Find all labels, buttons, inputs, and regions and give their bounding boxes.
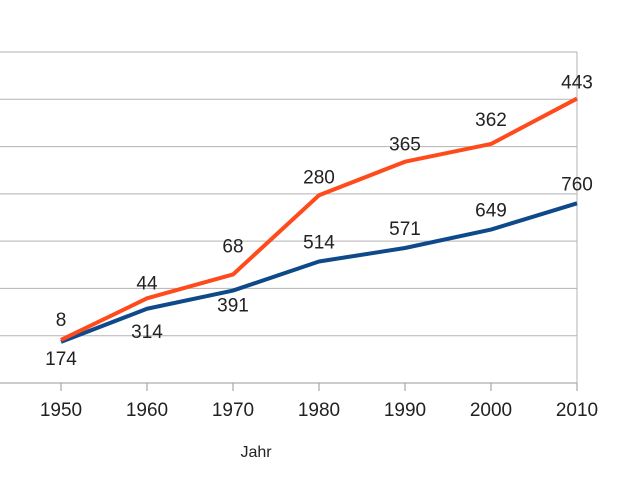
data-label: 391 [217, 296, 249, 317]
data-label: 68 [222, 236, 243, 257]
x-tick-label: 2010 [556, 400, 598, 421]
x-axis-title: Jahr [240, 444, 272, 461]
x-tick-label: 1970 [212, 400, 254, 421]
x-tick-label: 1990 [384, 400, 426, 421]
x-tick-label: 1960 [126, 400, 168, 421]
data-label: 571 [389, 219, 421, 240]
data-label: 174 [45, 349, 77, 370]
data-label: 280 [303, 167, 335, 188]
data-label: 443 [561, 73, 593, 94]
x-tick-label: 1980 [298, 400, 340, 421]
series-line [60, 96, 578, 342]
data-label: 760 [561, 174, 593, 195]
data-label: 44 [136, 273, 158, 294]
data-label: 8 [56, 310, 67, 331]
x-tick-label: 1950 [40, 400, 82, 421]
series-line [60, 201, 578, 344]
data-label: 314 [131, 322, 163, 343]
x-tick-label: 2000 [470, 400, 512, 421]
data-label: 362 [475, 110, 507, 131]
data-label: 514 [303, 232, 335, 253]
data-label: 649 [475, 201, 507, 222]
data-label: 365 [389, 135, 421, 156]
